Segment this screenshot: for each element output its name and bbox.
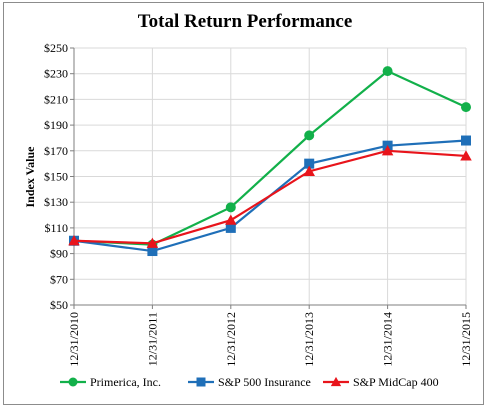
data-point	[146, 237, 159, 248]
series-lines	[68, 66, 472, 257]
x-tick-label: 12/31/2015	[459, 312, 473, 367]
data-point	[460, 150, 472, 161]
legend-item: S&P 500 Insurance	[188, 375, 311, 389]
data-point	[382, 66, 393, 77]
data-point	[225, 222, 236, 233]
data-point	[147, 246, 158, 257]
y-tick-label: $90	[50, 247, 68, 261]
y-tick-label: $190	[44, 118, 68, 132]
y-tick-label: $110	[44, 221, 68, 235]
series-line	[73, 149, 467, 245]
data-point	[304, 130, 315, 141]
y-tick-label: $250	[44, 41, 68, 55]
axes	[70, 47, 467, 309]
legend-item: Primerica, Inc.	[60, 375, 161, 389]
gridlines	[74, 47, 467, 306]
data-point	[225, 214, 237, 225]
data-point	[461, 102, 471, 113]
data-point	[303, 165, 315, 176]
data-point	[304, 158, 315, 169]
legend-label: S&P MidCap 400	[353, 375, 439, 389]
y-tick-labels: $50 $70 $90 $110 $130 $150 $170 $190 $210 $230 $25…	[44, 41, 68, 312]
legend-marker	[68, 377, 78, 387]
chart-frame	[3, 2, 484, 405]
y-tick-label: $210	[44, 92, 68, 106]
y-tick-label: $230	[44, 67, 68, 81]
series-line	[73, 69, 467, 246]
legend-label: Primerica, Inc.	[90, 375, 161, 389]
y-tick-label: $170	[44, 144, 68, 158]
legend-marker	[330, 376, 342, 387]
x-tick-label: 12/31/2013	[302, 312, 316, 367]
legend-label: S&P 500 Insurance	[218, 375, 311, 389]
y-tick-label: $150	[44, 170, 68, 184]
data-point	[381, 145, 394, 156]
legend-marker	[196, 377, 206, 387]
chart-title: Total Return Performance	[138, 11, 353, 32]
x-tick-label: 12/31/2014	[381, 312, 395, 367]
legend: Primerica, Inc. S&P 500 Insurance S&P MidC…	[60, 375, 439, 389]
y-tick-label: $130	[44, 195, 68, 209]
legend-item: S&P MidCap 400	[323, 375, 439, 389]
x-tick-label: 12/31/2010	[67, 312, 81, 367]
x-tick-label: 12/31/2012	[224, 312, 238, 367]
y-tick-label: $50	[50, 298, 68, 312]
y-axis-label: Index Value	[23, 146, 37, 208]
x-tick-labels: 12/31/2010 12/31/2011 12/31/2012 12/31/2013…	[67, 312, 473, 367]
series-circle	[69, 66, 471, 250]
series-triangle	[68, 145, 472, 248]
data-point	[68, 235, 80, 246]
y-tick-label: $70	[50, 272, 68, 286]
data-point	[461, 135, 471, 146]
x-tick-label: 12/31/2011	[145, 312, 159, 366]
data-point	[225, 202, 236, 213]
